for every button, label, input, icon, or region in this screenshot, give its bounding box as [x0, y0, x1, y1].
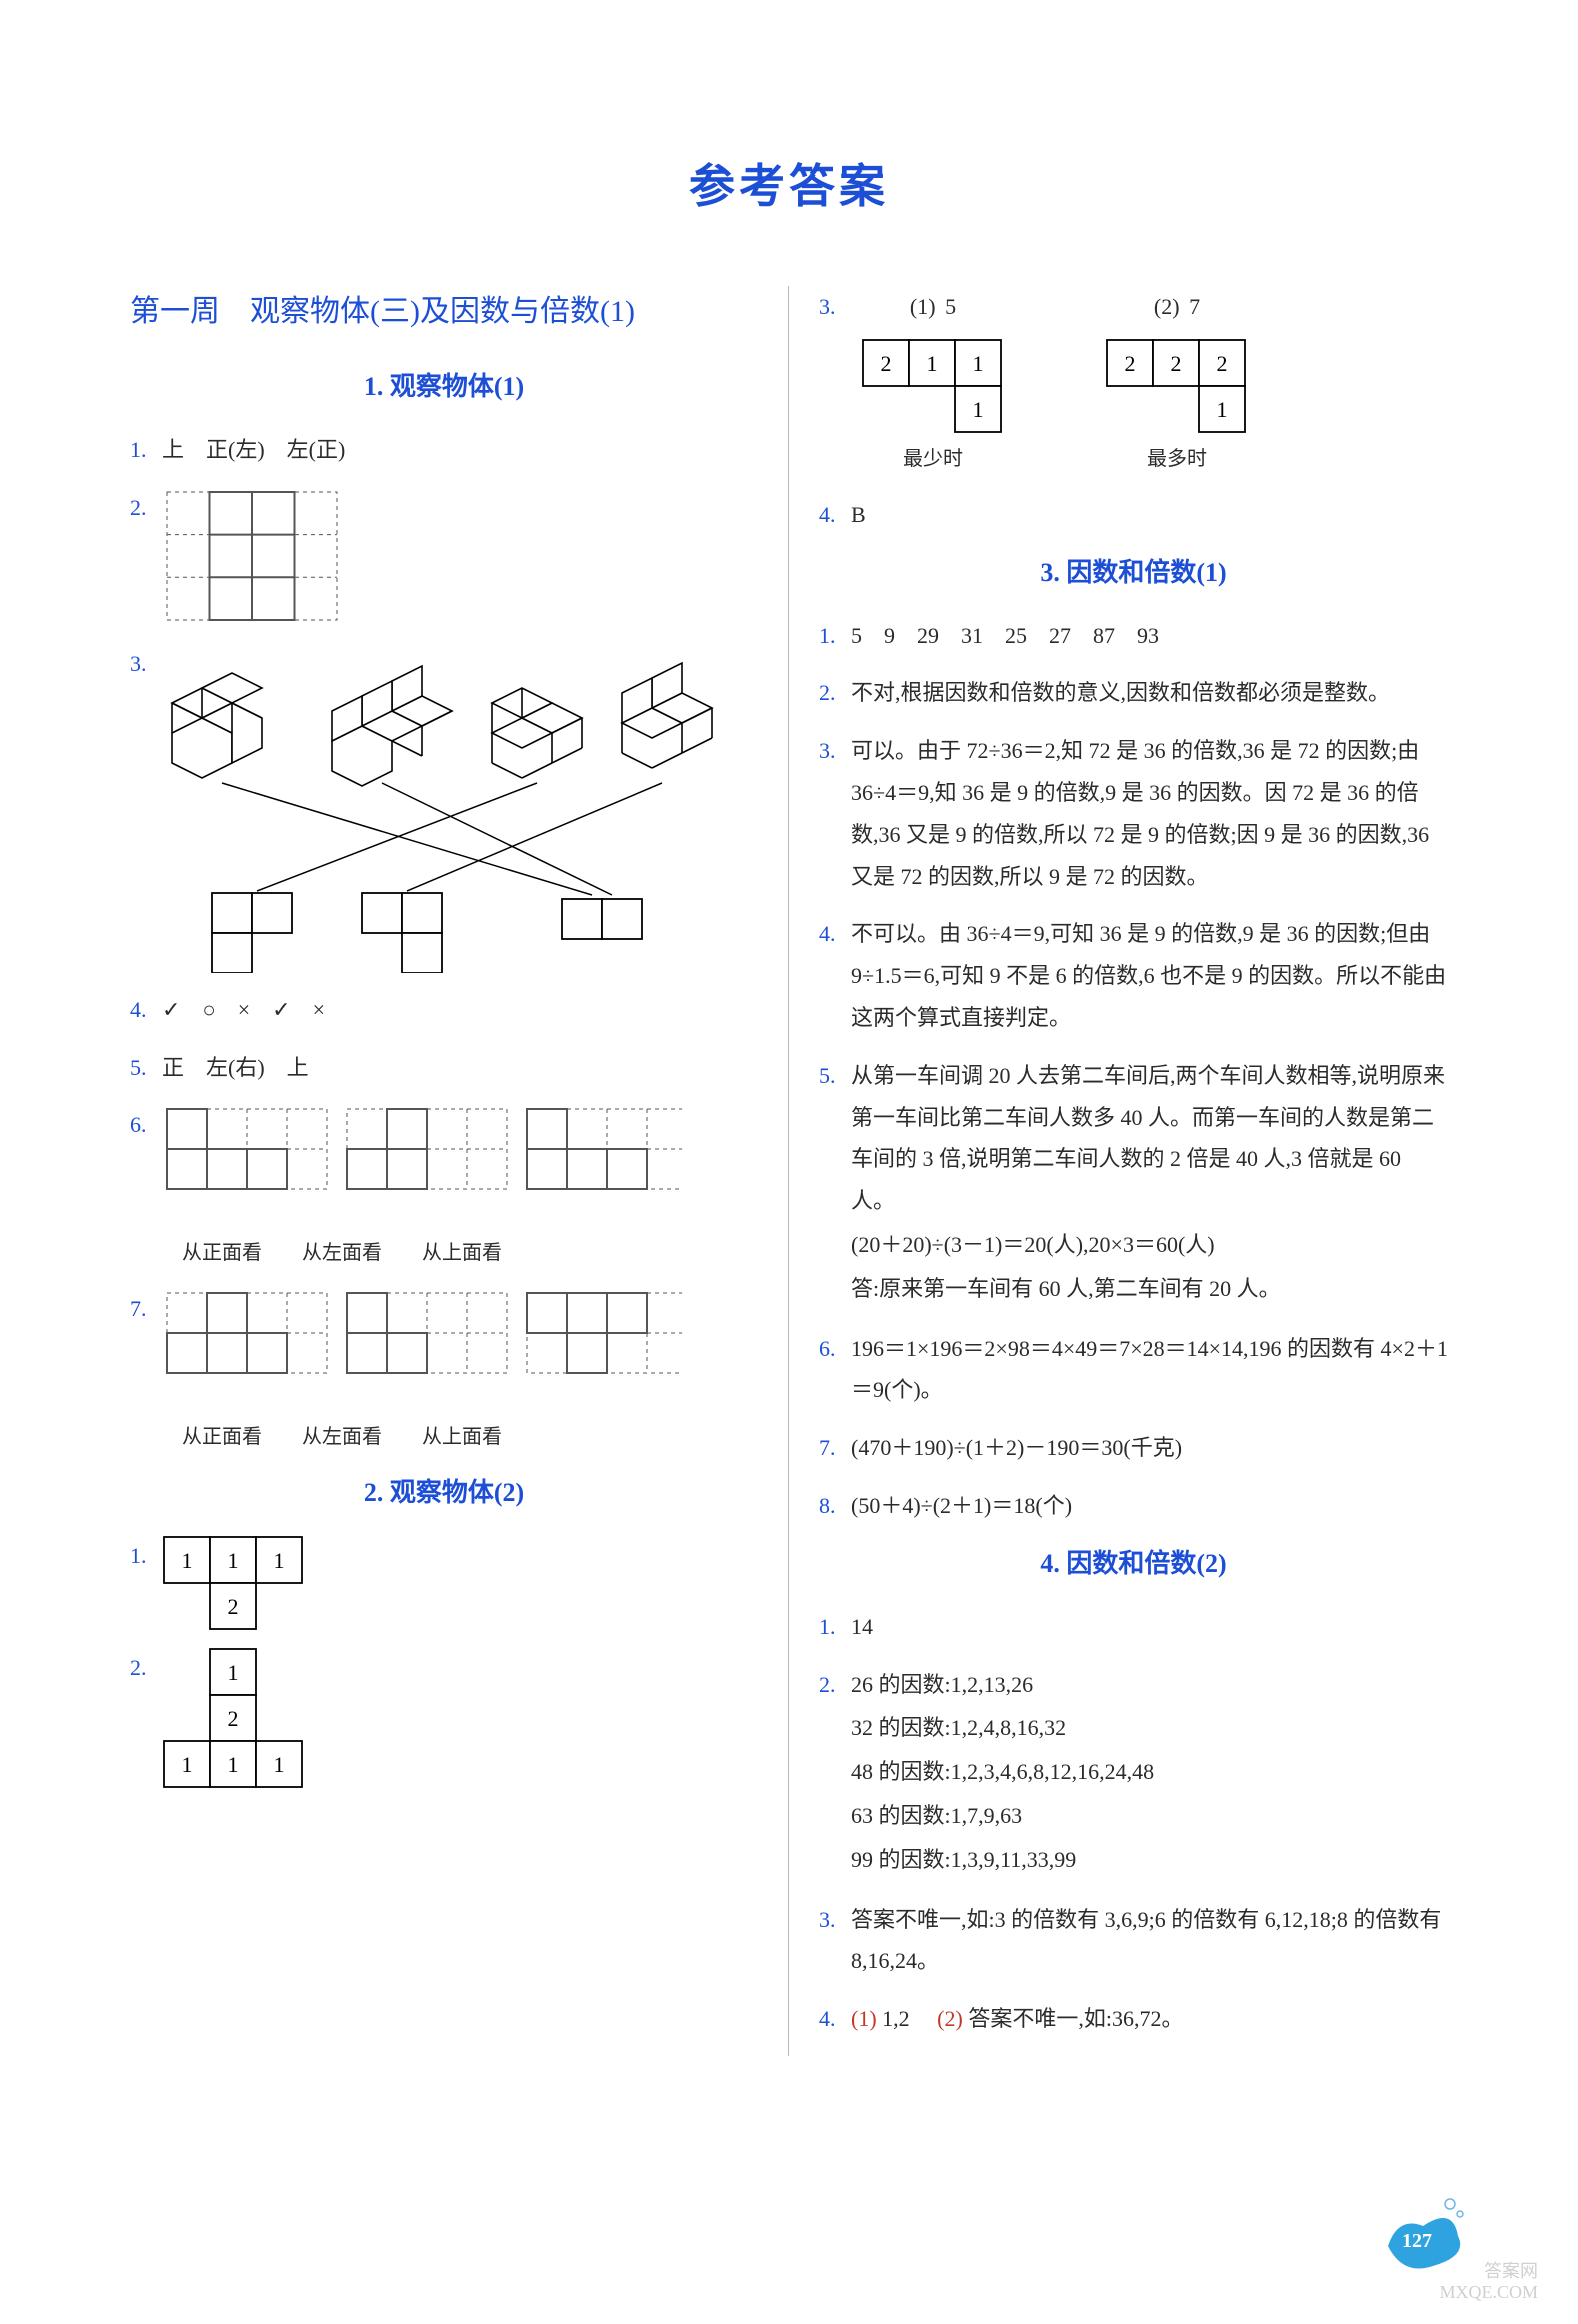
watermark: 答案网 MXQE.COM [1439, 2261, 1538, 2304]
svg-text:2: 2 [228, 1594, 239, 1619]
item-number: 1. [130, 1535, 162, 1577]
answer-text: 正 左(右) 上 [162, 1047, 758, 1089]
subtitle-4: 4. 因数和倍数(2) [819, 1543, 1448, 1580]
answer-text: (1) 1,2 (2) 答案不唯一,如:36,72。 [851, 1998, 1448, 2040]
left-column: 第一周 观察物体(三)及因数与倍数(1) 1. 观察物体(1) 1. 上 正(左… [120, 286, 789, 2056]
answer-text: 196＝1×196＝2×98＝4×49＝7×28＝14×14,196 的因数有 … [851, 1328, 1448, 1412]
answer-text: 答案不唯一,如:3 的倍数有 3,6,9;6 的倍数有 6,12,18;8 的倍… [851, 1899, 1448, 1983]
svg-text:1: 1 [1217, 397, 1228, 422]
item-number: 1. [130, 429, 162, 471]
svg-text:2: 2 [1171, 351, 1182, 376]
grid-caption: 最少时 [861, 440, 1005, 478]
sub-label: (1) [910, 294, 936, 319]
answer-text: B [851, 494, 1448, 536]
svg-text:2: 2 [1125, 351, 1136, 376]
answer-text: 不对,根据因数和倍数的意义,因数和倍数都必须是整数。 [851, 672, 1448, 714]
svg-text:1: 1 [274, 1752, 285, 1777]
svg-text:1: 1 [274, 1548, 285, 1573]
item-number: 6. [130, 1104, 162, 1146]
item-number: 6. [819, 1328, 851, 1370]
item-number: 2. [819, 672, 851, 714]
answer-number: 7 [1189, 294, 1200, 319]
answer-text: (50＋4)÷(2＋1)＝18(个) [851, 1485, 1448, 1527]
number-grid-max: 2 2 2 1 [1105, 338, 1249, 434]
item-number: 3. [819, 286, 851, 328]
item-number: 5. [130, 1047, 162, 1089]
svg-text:2: 2 [881, 351, 892, 376]
answer-number: 5 [945, 294, 956, 319]
page-title: 参考答案 [120, 150, 1458, 216]
item-number: 5. [819, 1055, 851, 1097]
item-number: 7. [130, 1288, 162, 1330]
subtitle-3: 3. 因数和倍数(1) [819, 552, 1448, 589]
item-number: 1. [819, 1606, 851, 1648]
answer-text: 不可以。由 36÷4＝9,可知 36 是 9 的倍数,9 是 36 的因数;但由… [851, 913, 1448, 1038]
answer-text: 上 正(左) 左(正) [162, 429, 758, 471]
number-grid-min: 2 1 1 1 [861, 338, 1005, 434]
subtitle-2: 2. 观察物体(2) [130, 1472, 758, 1509]
item-number: 2. [130, 1647, 162, 1689]
views-grid-7 [162, 1288, 682, 1418]
svg-text:1: 1 [927, 351, 938, 376]
cube-matching-diagram [162, 643, 722, 973]
svg-text:1: 1 [973, 351, 984, 376]
item-number: 4. [819, 913, 851, 955]
answer-text: 26 的因数:1,2,13,26 32 的因数:1,2,4,8,16,32 48… [851, 1664, 1448, 1883]
item-number: 7. [819, 1427, 851, 1469]
item-number: 4. [819, 1998, 851, 2040]
svg-text:1: 1 [973, 397, 984, 422]
answer-text: 从第一车间调 20 人去第二车间后,两个车间人数相等,说明原来第一车间比第二车间… [851, 1055, 1448, 1312]
sub-label: (2) [1154, 294, 1180, 319]
views-grid-6 [162, 1104, 682, 1234]
number-grid-s2q1: 1 1 1 2 [162, 1535, 306, 1631]
answer-text: ✓ ○ × ✓ × [162, 989, 758, 1031]
item-number: 8. [819, 1485, 851, 1527]
item-number: 4. [130, 989, 162, 1031]
svg-text:1: 1 [182, 1752, 193, 1777]
grid-4x3-diagram [162, 487, 342, 627]
svg-text:2: 2 [1217, 351, 1228, 376]
answer-text: 5 9 29 31 25 27 87 93 [851, 615, 1448, 657]
item-number: 3. [819, 1899, 851, 1941]
view-labels: 从正面看 从左面看 从上面看 [162, 1418, 758, 1456]
number-grid-s2q2: 1 2 1 1 1 [162, 1647, 306, 1789]
view-labels: 从正面看 从左面看 从上面看 [162, 1234, 758, 1272]
answer-text: 14 [851, 1606, 1448, 1648]
subtitle-1: 1. 观察物体(1) [130, 366, 758, 403]
item-number: 1. [819, 615, 851, 657]
answer-text: (470＋190)÷(1＋2)－190＝30(千克) [851, 1427, 1448, 1469]
svg-text:1: 1 [228, 1752, 239, 1777]
item-number: 2. [819, 1664, 851, 1706]
right-column: 3. (1) 5 2 1 [789, 286, 1458, 2056]
week-heading: 第一周 观察物体(三)及因数与倍数(1) [130, 286, 758, 330]
item-number: 4. [819, 494, 851, 536]
page-number: 127 [1402, 2230, 1432, 2253]
item-number: 2. [130, 487, 162, 529]
answer-text: 可以。由于 72÷36＝2,知 72 是 36 的倍数,36 是 72 的因数;… [851, 730, 1448, 897]
item-number: 3. [819, 730, 851, 772]
item-number: 3. [130, 643, 162, 685]
svg-text:1: 1 [228, 1548, 239, 1573]
svg-text:2: 2 [228, 1706, 239, 1731]
svg-text:1: 1 [182, 1548, 193, 1573]
two-column-layout: 第一周 观察物体(三)及因数与倍数(1) 1. 观察物体(1) 1. 上 正(左… [120, 286, 1458, 2056]
svg-text:1: 1 [228, 1660, 239, 1685]
grid-caption: 最多时 [1105, 440, 1249, 478]
